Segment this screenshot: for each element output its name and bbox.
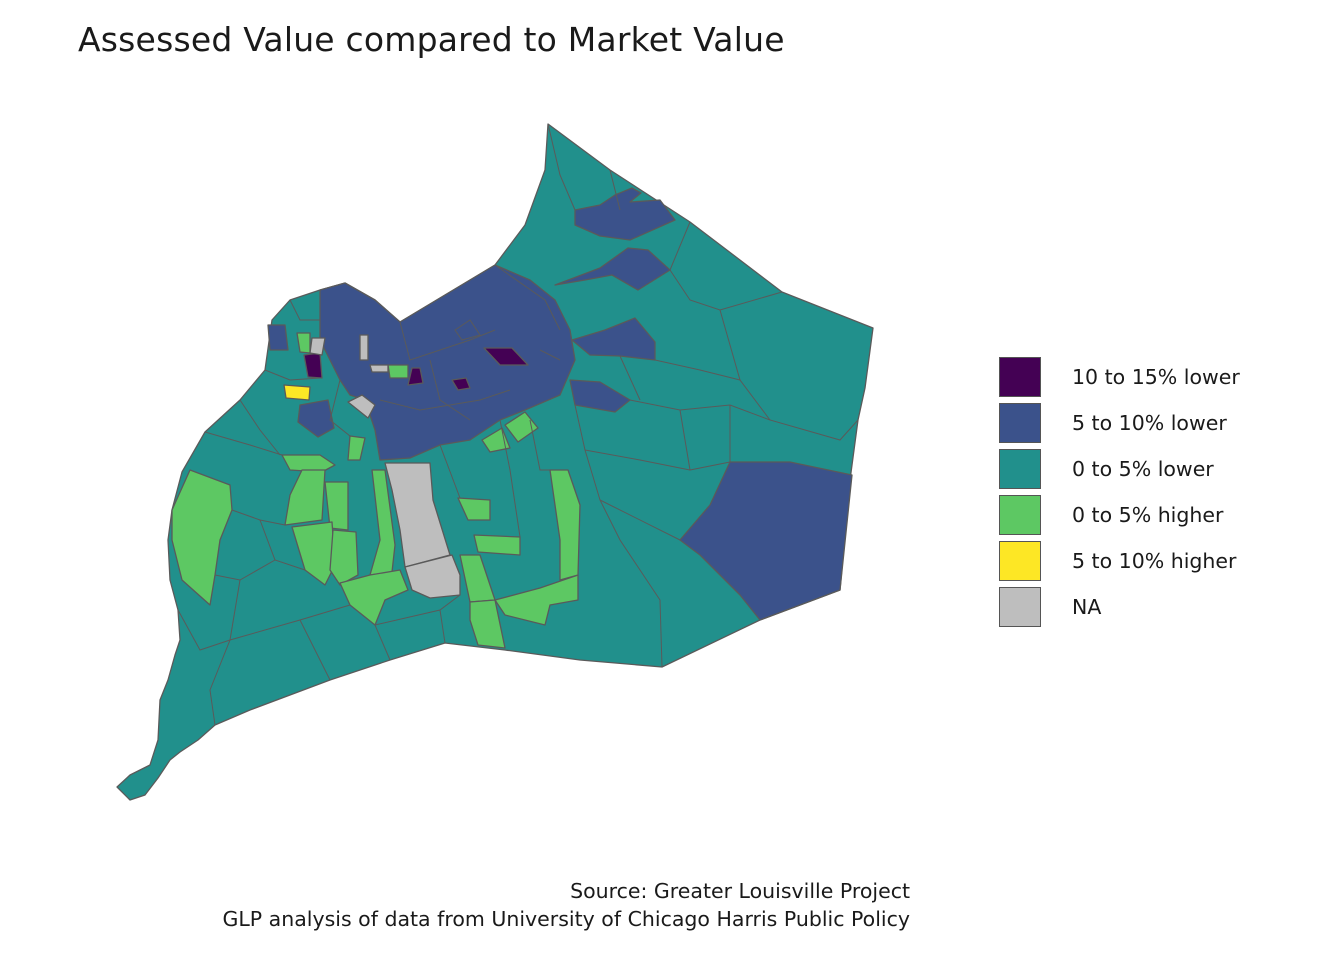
legend-swatch: [999, 541, 1041, 581]
map-legend: 10 to 15% lower 5 to 10% lower 0 to 5% l…: [999, 354, 1240, 630]
region-east-small-lower-5-10: [569, 379, 631, 413]
legend-label: 5 to 10% higher: [1072, 549, 1237, 573]
legend-swatch: [999, 449, 1041, 489]
region-east-large-lower-5-10: [679, 461, 853, 621]
region-na-west2: [347, 394, 376, 419]
region-southwest-higher-0-5: [171, 469, 233, 606]
region-center1-lower-10-15: [483, 347, 529, 366]
region-south5-higher-0-5: [329, 529, 359, 586]
region-south2-higher-0-5: [284, 469, 326, 526]
region-south13-higher-0-5: [494, 574, 579, 626]
region-nw2-higher-0-5: [387, 364, 409, 379]
region-west-small-lower-5-10: [267, 324, 289, 351]
legend-swatch: [999, 357, 1041, 397]
region-na-center: [369, 364, 389, 373]
region-na-west1: [309, 337, 326, 356]
legend-item: NA: [999, 584, 1240, 630]
region-west-higher-5-10: [283, 384, 311, 401]
legend-label: NA: [1072, 595, 1102, 619]
region-center2-lower-10-15: [407, 367, 424, 386]
region-south3-higher-0-5: [324, 481, 349, 531]
legend-item: 0 to 5% lower: [999, 446, 1240, 492]
legend-label: 5 to 10% lower: [1072, 411, 1227, 435]
map-caption: Source: Greater Louisville Project GLP a…: [222, 877, 910, 933]
legend-label: 10 to 15% lower: [1072, 365, 1240, 389]
caption-source: Source: Greater Louisville Project: [570, 879, 910, 903]
legend-item: 10 to 15% lower: [999, 354, 1240, 400]
region-northeast-lower-5-10: [574, 187, 676, 241]
region-south1-higher-0-5: [281, 454, 336, 473]
region-south8-higher-0-5: [347, 435, 366, 461]
legend-swatch: [999, 403, 1041, 443]
region-south14-higher-0-5: [549, 469, 581, 581]
region-west2-small-lower-5-10: [297, 399, 335, 438]
legend-swatch: [999, 587, 1041, 627]
region-south4-higher-0-5: [291, 521, 336, 586]
map-title: Assessed Value compared to Market Value: [78, 20, 785, 59]
region-south7-higher-0-5: [339, 569, 409, 626]
region-south9-higher-0-5: [457, 497, 491, 521]
legend-swatch: [999, 495, 1041, 535]
region-center2-higher-0-5: [504, 411, 539, 443]
region-center3-lower-10-15: [451, 377, 471, 391]
region-na-north: [359, 334, 369, 361]
legend-item: 5 to 10% lower: [999, 400, 1240, 446]
region-south12-higher-0-5: [469, 599, 506, 649]
legend-item: 0 to 5% higher: [999, 492, 1240, 538]
legend-item: 5 to 10% higher: [999, 538, 1240, 584]
legend-label: 0 to 5% lower: [1072, 457, 1214, 481]
tract-borders: [177, 123, 859, 726]
region-east-mid-lower-5-10: [571, 317, 656, 361]
caption-analysis: GLP analysis of data from University of …: [222, 907, 910, 931]
region-south10-higher-0-5: [473, 534, 521, 556]
legend-label: 0 to 5% higher: [1072, 503, 1224, 527]
